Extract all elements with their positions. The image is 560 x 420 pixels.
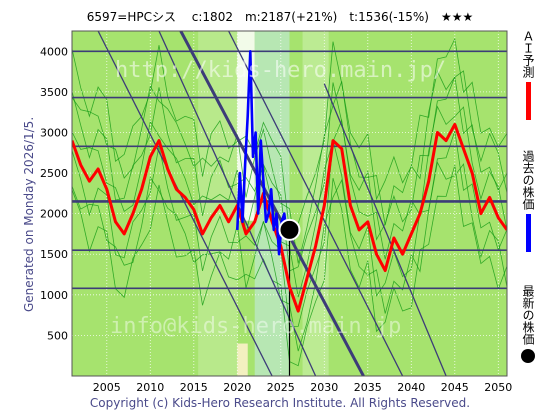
y-tick-label: 2000 bbox=[40, 208, 68, 221]
chart-title: 6597=HPCシス c:1802 m:2187(+21%) t:1536(-1… bbox=[86, 10, 474, 24]
y-tick-label: 500 bbox=[47, 329, 68, 342]
y-tick-label: 1000 bbox=[40, 289, 68, 302]
band-yellow bbox=[237, 343, 248, 376]
x-tick-label: 2020 bbox=[223, 381, 251, 394]
x-tick-label: 2030 bbox=[310, 381, 338, 394]
legend-latest: 最新の株価 bbox=[518, 285, 538, 363]
x-tick-label: 2015 bbox=[180, 381, 208, 394]
legend-latest-label: 最新の株価 bbox=[521, 285, 535, 345]
legend-latest-dot bbox=[521, 349, 535, 363]
watermark-email: info@kids-hero.main.jp bbox=[110, 314, 402, 339]
generated-date-label: Generated on Monday 2026/1/5. bbox=[22, 116, 36, 312]
copyright-text: Copyright (c) Kids-Hero Research Institu… bbox=[89, 396, 471, 410]
x-tick-label: 2045 bbox=[441, 381, 469, 394]
y-tick-label: 1500 bbox=[40, 248, 68, 261]
legend-past-swatch bbox=[525, 214, 531, 252]
y-tick-label: 3000 bbox=[40, 126, 68, 139]
y-tick-label: 4000 bbox=[40, 45, 68, 58]
legend-ai-label: ＡＩ予測 bbox=[521, 30, 535, 78]
band-light bbox=[198, 31, 238, 376]
x-tick-label: 2050 bbox=[484, 381, 512, 394]
x-tick-label: 2040 bbox=[397, 381, 425, 394]
x-tick-label: 2005 bbox=[93, 381, 121, 394]
y-tick-label: 3500 bbox=[40, 86, 68, 99]
legend-ai-swatch bbox=[525, 82, 531, 120]
x-tick-label: 2010 bbox=[136, 381, 164, 394]
x-tick-label: 2025 bbox=[267, 381, 295, 394]
trend-line bbox=[228, 31, 404, 376]
plot-border bbox=[71, 30, 508, 377]
ensemble-line bbox=[72, 70, 507, 264]
legend-past-label: 過去の株価 bbox=[521, 150, 535, 210]
trend-line bbox=[323, 83, 447, 376]
legend-ai: ＡＩ予測 bbox=[518, 30, 538, 120]
series-ai-line bbox=[72, 122, 507, 313]
watermark-url: http://kids-hero.main.jp/ bbox=[115, 58, 447, 83]
current-price-marker bbox=[278, 218, 301, 241]
trend-line bbox=[97, 31, 273, 376]
x-tick-label: 2035 bbox=[354, 381, 382, 394]
legend-past: 過去の株価 bbox=[518, 150, 538, 252]
y-tick-label: 2500 bbox=[40, 167, 68, 180]
